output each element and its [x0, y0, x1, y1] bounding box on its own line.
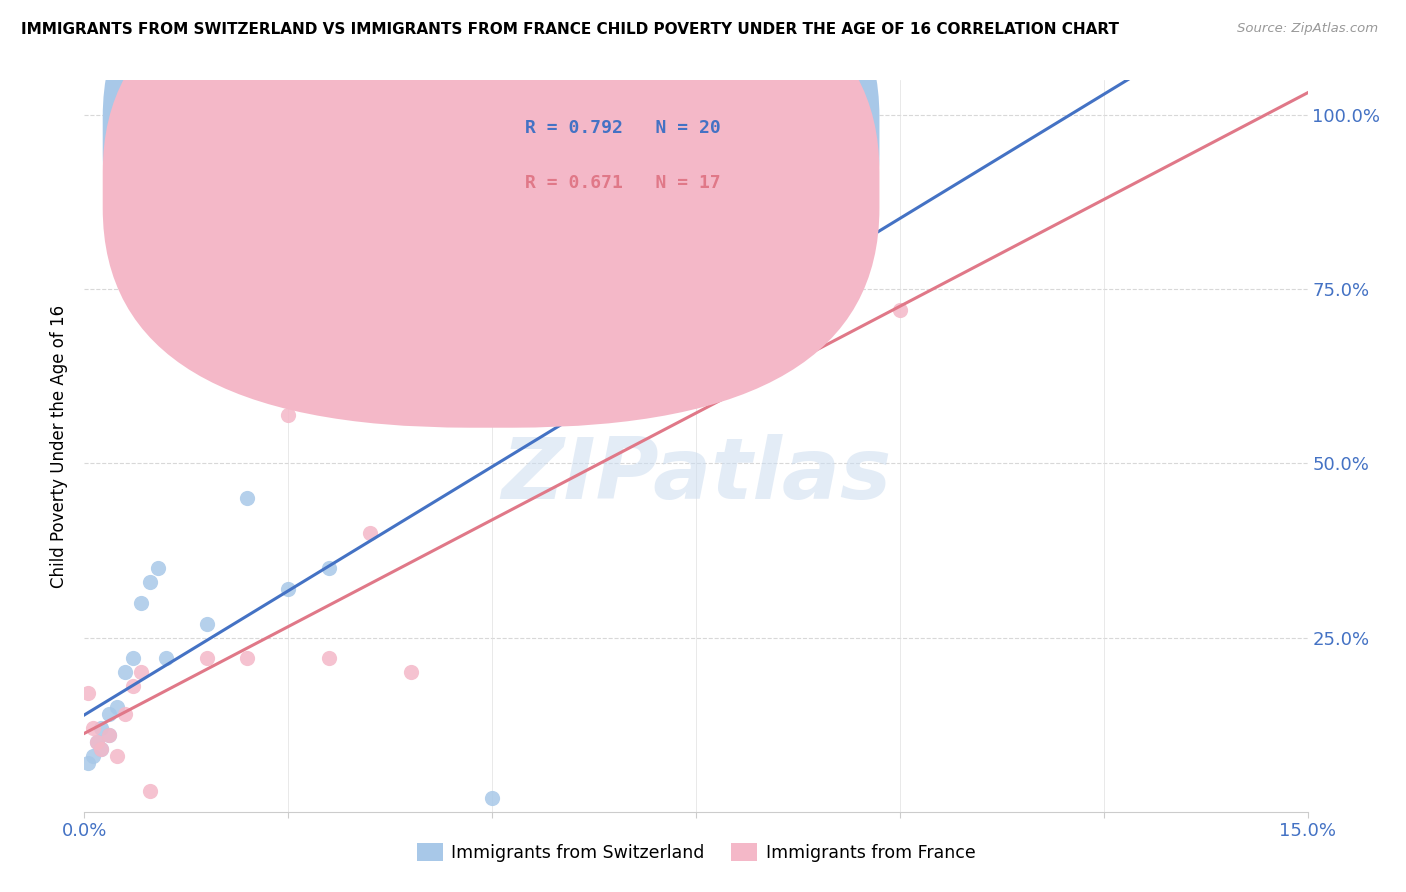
- Point: [138, 574, 160, 589]
- Legend: Immigrants from Switzerland, Immigrants from France: Immigrants from Switzerland, Immigrants …: [409, 836, 983, 869]
- Text: IMMIGRANTS FROM SWITZERLAND VS IMMIGRANTS FROM FRANCE CHILD POVERTY UNDER THE AG: IMMIGRANTS FROM SWITZERLAND VS IMMIGRANT…: [21, 22, 1119, 37]
- Point: [105, 749, 128, 764]
- Text: R = 0.792   N = 20: R = 0.792 N = 20: [524, 119, 720, 136]
- FancyBboxPatch shape: [103, 0, 880, 428]
- Point: [122, 651, 145, 665]
- FancyBboxPatch shape: [103, 0, 880, 373]
- Point: [146, 561, 169, 575]
- Point: [97, 728, 120, 742]
- FancyBboxPatch shape: [451, 103, 794, 245]
- Point: [97, 707, 120, 722]
- Point: [82, 749, 104, 764]
- Point: [481, 790, 503, 805]
- Point: [889, 303, 911, 318]
- Point: [138, 784, 160, 798]
- Point: [318, 561, 340, 575]
- Text: R = 0.671   N = 17: R = 0.671 N = 17: [524, 174, 720, 192]
- Point: [236, 651, 259, 665]
- Point: [131, 596, 153, 610]
- Point: [318, 651, 340, 665]
- Point: [86, 735, 108, 749]
- Point: [90, 742, 112, 756]
- Point: [195, 616, 218, 631]
- Point: [82, 721, 104, 735]
- Text: ZIPatlas: ZIPatlas: [501, 434, 891, 516]
- Point: [77, 686, 100, 700]
- Point: [277, 408, 299, 422]
- Point: [122, 679, 145, 693]
- Point: [399, 665, 422, 680]
- Point: [105, 700, 128, 714]
- Point: [114, 707, 136, 722]
- Point: [90, 742, 112, 756]
- Point: [114, 665, 136, 680]
- Point: [90, 721, 112, 735]
- Point: [131, 665, 153, 680]
- Point: [86, 735, 108, 749]
- Point: [236, 491, 259, 506]
- Point: [155, 651, 177, 665]
- Point: [359, 526, 381, 541]
- Y-axis label: Child Poverty Under the Age of 16: Child Poverty Under the Age of 16: [51, 304, 69, 588]
- Point: [195, 651, 218, 665]
- Text: Source: ZipAtlas.com: Source: ZipAtlas.com: [1237, 22, 1378, 36]
- Point: [97, 728, 120, 742]
- Point: [77, 756, 100, 770]
- Point: [807, 128, 830, 143]
- Point: [277, 582, 299, 596]
